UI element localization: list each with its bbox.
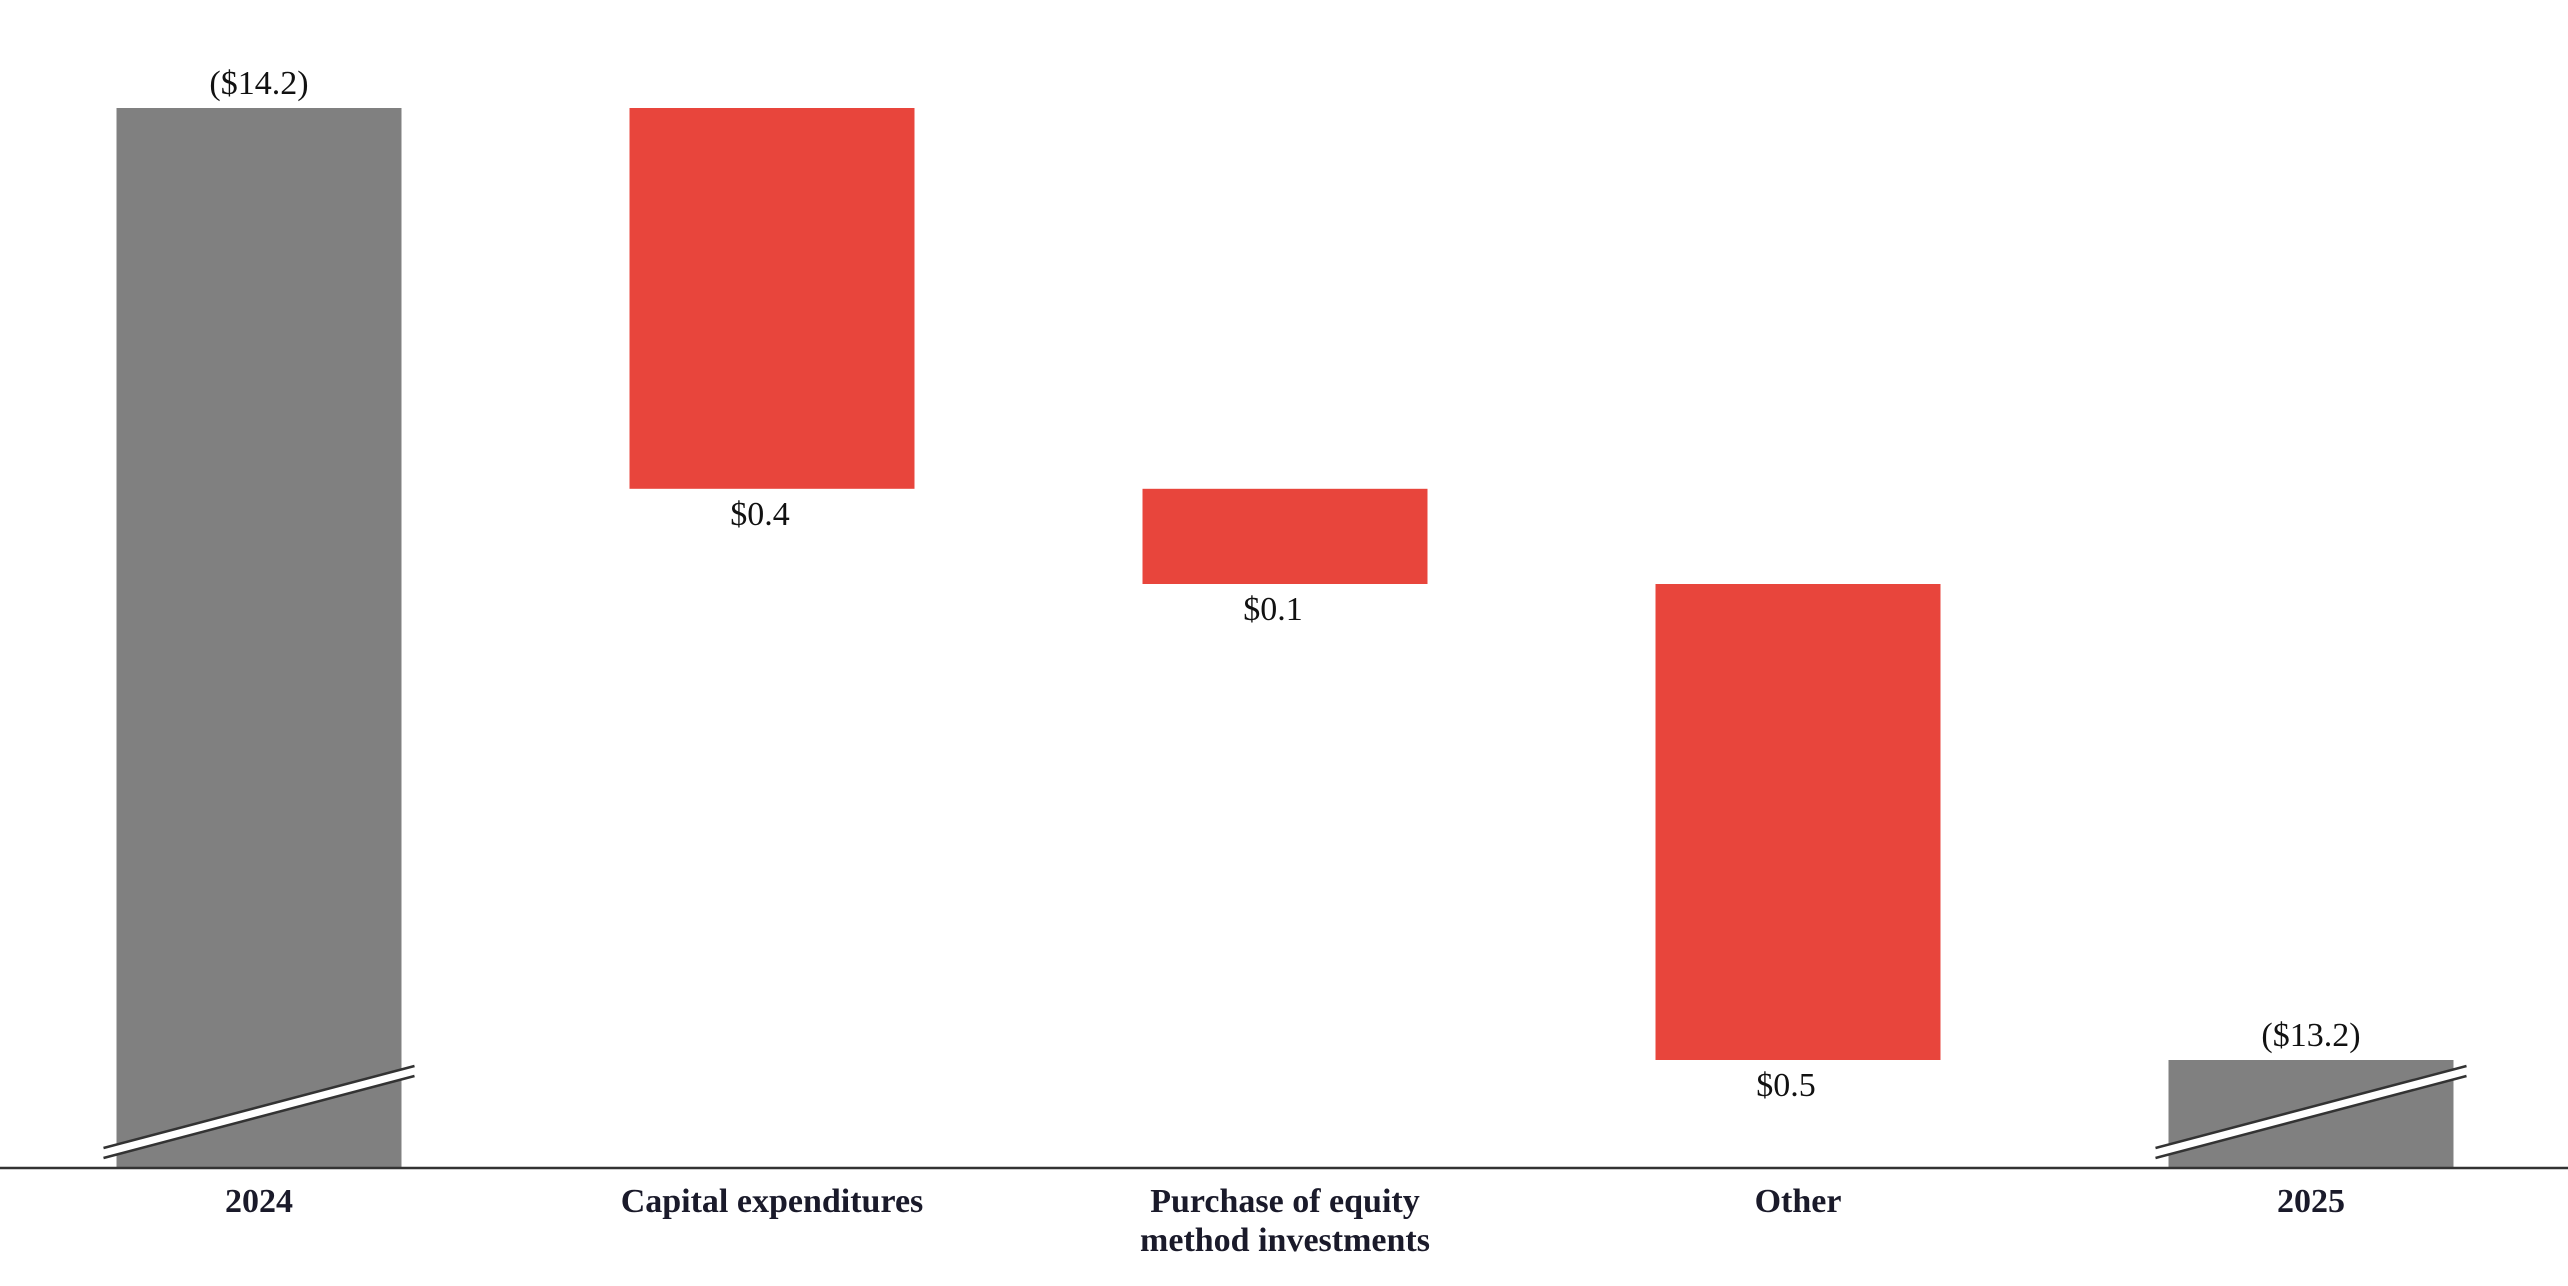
category-label: 2024	[225, 1183, 293, 1220]
axis-break	[103, 1066, 415, 1158]
value-label: $0.5	[1756, 1067, 1816, 1104]
value-label: ($14.2)	[209, 65, 308, 102]
value-label: $0.1	[1243, 591, 1303, 628]
category-label: Purchase of equity method investments	[1140, 1183, 1430, 1259]
value-label: ($13.2)	[2261, 1017, 2360, 1054]
axis-break	[2155, 1066, 2467, 1158]
axis-break-line	[103, 1074, 415, 1160]
change-bar	[1142, 488, 1428, 584]
category-label: Capital expenditures	[620, 1183, 924, 1220]
value-label: $0.4	[730, 496, 790, 533]
category-label: Other	[1754, 1183, 1842, 1220]
category-label: 2025	[2277, 1183, 2345, 1220]
axis-break-line	[2155, 1064, 2467, 1150]
change-bar	[1655, 584, 1941, 1060]
total-bar	[116, 108, 402, 1168]
axis-break-line	[103, 1064, 415, 1150]
change-bar	[629, 108, 915, 489]
axis-break-line	[2155, 1074, 2467, 1160]
